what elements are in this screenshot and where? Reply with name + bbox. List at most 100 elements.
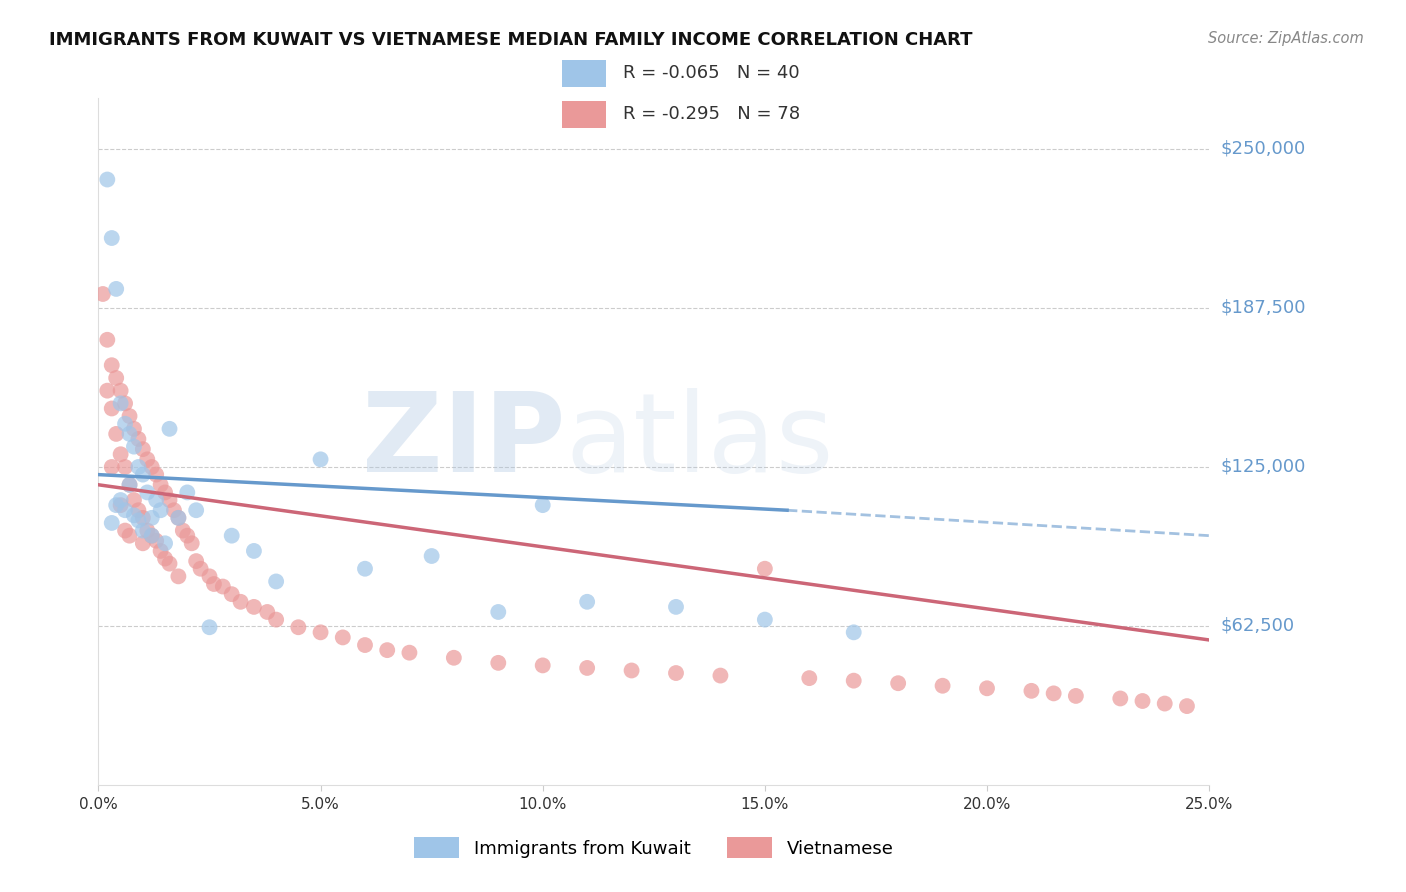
Point	[167, 511, 190, 525]
Text: $62,500: $62,500	[1220, 617, 1295, 635]
Point	[1109, 691, 1132, 706]
Point	[842, 625, 865, 640]
Point	[96, 333, 118, 347]
Point	[1042, 686, 1064, 700]
Point	[576, 661, 599, 675]
Point	[96, 384, 118, 398]
Point	[127, 460, 149, 475]
Text: $187,500: $187,500	[1220, 299, 1306, 317]
Point	[145, 533, 167, 548]
Point	[398, 646, 420, 660]
Point	[114, 396, 136, 410]
Point	[122, 422, 145, 436]
Point	[309, 625, 332, 640]
Point	[1153, 697, 1175, 711]
Point	[145, 467, 167, 482]
Point	[264, 574, 287, 589]
Point	[665, 599, 688, 614]
Point	[141, 529, 163, 543]
Point	[100, 358, 122, 372]
Point	[136, 524, 159, 538]
Point	[110, 396, 132, 410]
Point	[211, 580, 233, 594]
Point	[1064, 689, 1087, 703]
Point	[149, 544, 172, 558]
Point	[118, 409, 141, 423]
Point	[486, 605, 509, 619]
Point	[100, 231, 122, 245]
Text: IMMIGRANTS FROM KUWAIT VS VIETNAMESE MEDIAN FAMILY INCOME CORRELATION CHART: IMMIGRANTS FROM KUWAIT VS VIETNAMESE MED…	[49, 31, 973, 49]
Point	[159, 557, 181, 571]
Point	[287, 620, 309, 634]
Point	[105, 371, 128, 385]
Point	[100, 516, 122, 530]
Point	[176, 485, 198, 500]
Point	[354, 562, 377, 576]
Point	[127, 513, 149, 527]
Point	[149, 477, 172, 491]
Point	[114, 524, 136, 538]
Point	[754, 562, 776, 576]
Point	[256, 605, 278, 619]
Point	[172, 524, 194, 538]
Point	[531, 498, 554, 512]
Point	[136, 452, 159, 467]
Point	[202, 577, 225, 591]
Point	[132, 536, 155, 550]
Point	[799, 671, 821, 685]
Point	[159, 422, 181, 436]
Point	[114, 460, 136, 475]
Bar	[562, 101, 606, 128]
Legend: Immigrants from Kuwait, Vietnamese: Immigrants from Kuwait, Vietnamese	[408, 830, 900, 865]
Text: $250,000: $250,000	[1220, 140, 1306, 158]
Point	[931, 679, 953, 693]
Point	[198, 569, 221, 583]
Point	[576, 595, 599, 609]
Point	[100, 401, 122, 416]
Point	[153, 485, 176, 500]
Point	[163, 503, 186, 517]
Point	[264, 613, 287, 627]
Point	[132, 524, 155, 538]
Text: R = -0.295   N = 78: R = -0.295 N = 78	[623, 105, 800, 123]
Point	[110, 384, 132, 398]
Point	[186, 554, 208, 568]
Point	[887, 676, 910, 690]
Point	[132, 467, 155, 482]
Point	[754, 613, 776, 627]
Point	[105, 426, 128, 441]
Point	[486, 656, 509, 670]
Point	[167, 569, 190, 583]
Text: ZIP: ZIP	[361, 388, 565, 495]
Bar	[562, 60, 606, 87]
Point	[620, 664, 643, 678]
Point	[122, 440, 145, 454]
Point	[132, 442, 155, 457]
Point	[127, 432, 149, 446]
Point	[118, 426, 141, 441]
Point	[198, 620, 221, 634]
Point	[180, 536, 202, 550]
Point	[96, 172, 118, 186]
Point	[149, 503, 172, 517]
Point	[665, 666, 688, 681]
Point	[110, 493, 132, 508]
Point	[136, 485, 159, 500]
Point	[167, 511, 190, 525]
Point	[141, 529, 163, 543]
Point	[976, 681, 998, 696]
Point	[100, 460, 122, 475]
Point	[709, 668, 731, 682]
Point	[443, 650, 465, 665]
Point	[145, 493, 167, 508]
Point	[176, 529, 198, 543]
Point	[243, 544, 266, 558]
Text: $125,000: $125,000	[1220, 458, 1306, 476]
Point	[153, 551, 176, 566]
Point	[132, 511, 155, 525]
Point	[110, 498, 132, 512]
Point	[153, 536, 176, 550]
Point	[114, 503, 136, 517]
Point	[118, 529, 141, 543]
Point	[186, 503, 208, 517]
